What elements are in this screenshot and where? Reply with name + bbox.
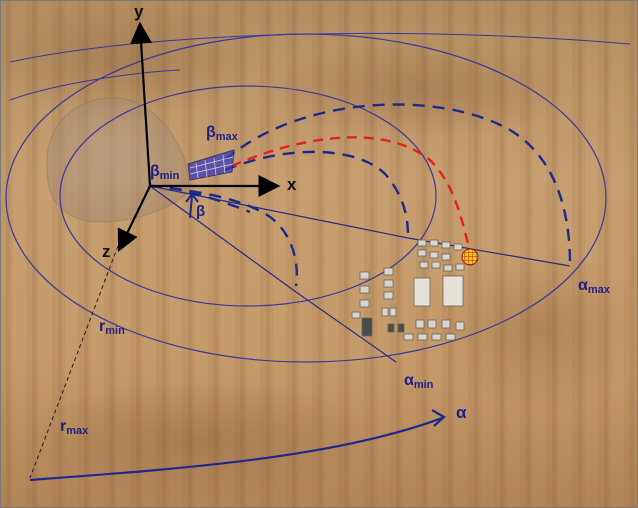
alpha-sweep-arrow bbox=[29, 416, 443, 482]
coordinate-axes bbox=[117, 21, 281, 252]
beta-label: β bbox=[196, 203, 205, 220]
beta-min-label: βmin bbox=[150, 163, 180, 182]
alpha-min-label: αmin bbox=[404, 372, 434, 391]
building-cluster bbox=[351, 239, 465, 341]
selected-trajectory bbox=[231, 136, 472, 253]
beta-arrow-shaft bbox=[189, 195, 193, 219]
far-ring bbox=[9, 69, 181, 101]
radial-dashed-line bbox=[29, 245, 119, 479]
y-axis-label: y bbox=[134, 2, 144, 21]
r-min-label: rmin bbox=[99, 318, 125, 337]
alpha-label: α bbox=[456, 403, 467, 422]
inner-ring bbox=[59, 85, 437, 307]
z-axis-label: z bbox=[102, 242, 111, 261]
top-ring bbox=[9, 32, 631, 63]
beta-max-label: βmax bbox=[206, 124, 239, 143]
launch-grid bbox=[187, 149, 235, 181]
target-marker bbox=[461, 248, 479, 266]
x-axis-label: x bbox=[287, 175, 297, 194]
alpha-max-label: αmax bbox=[578, 277, 611, 296]
z-axis bbox=[117, 185, 151, 252]
beta-arrowhead bbox=[185, 192, 199, 203]
alpha-arrowhead bbox=[431, 409, 446, 427]
r-max-label: rmax bbox=[60, 418, 89, 437]
y-axis bbox=[130, 21, 153, 187]
exclusion-dome bbox=[46, 97, 191, 223]
